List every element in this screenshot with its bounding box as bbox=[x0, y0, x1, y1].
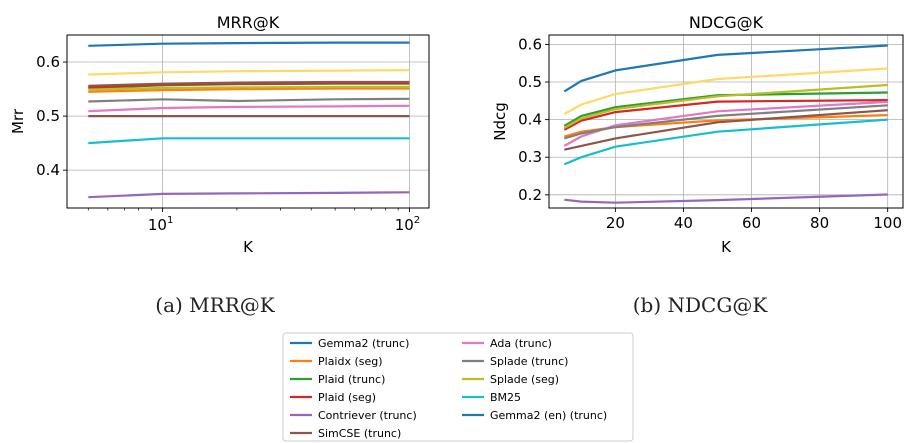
series-line-1 bbox=[88, 87, 410, 93]
series-line-8 bbox=[88, 85, 410, 91]
series-line-4 bbox=[564, 193, 888, 204]
y-tick-label: 0.3 bbox=[518, 148, 542, 166]
legend-label: Gemma2 (en) (trunc) bbox=[490, 409, 607, 422]
series-line-0 bbox=[88, 41, 410, 47]
series-line-10 bbox=[88, 69, 410, 76]
series-line-3 bbox=[563, 99, 888, 131]
legend-label: Plaid (seg) bbox=[318, 391, 376, 404]
series-line-9 bbox=[563, 118, 888, 166]
x-tick-label: 20 bbox=[606, 214, 625, 232]
series-line-6 bbox=[88, 104, 410, 113]
legend-box bbox=[282, 332, 634, 442]
legend-label: Splade (trunc) bbox=[490, 355, 568, 368]
series-line-5 bbox=[88, 80, 410, 87]
legend: Gemma2 (trunc) Plaidx (seg) Plaid (trunc) P… bbox=[282, 332, 634, 442]
series-line-8 bbox=[563, 83, 888, 129]
series-line-2 bbox=[563, 91, 888, 127]
y-tick-label: 0.6 bbox=[36, 53, 60, 71]
series-line-9 bbox=[88, 137, 410, 145]
y-tick-label: 0.4 bbox=[36, 161, 60, 179]
y-axis-label: Ndcg bbox=[491, 102, 509, 141]
series-line-7 bbox=[563, 104, 888, 140]
plot-frame bbox=[66, 34, 430, 209]
legend-label: Plaid (trunc) bbox=[318, 373, 385, 386]
caption-a: (a) MRR@K bbox=[155, 293, 275, 317]
series-line-5 bbox=[564, 109, 888, 151]
legend-label: SimCSE (trunc) bbox=[318, 427, 401, 440]
x-axis-label: K bbox=[721, 238, 732, 256]
series-line-10 bbox=[563, 67, 888, 115]
y-tick-label: 0.2 bbox=[518, 186, 542, 204]
series-line-4 bbox=[88, 191, 410, 199]
chart-title: NDCG@K bbox=[689, 13, 764, 32]
y-tick-label: 0.6 bbox=[518, 35, 542, 53]
plot-frame bbox=[548, 34, 904, 209]
y-tick-label: 0.5 bbox=[518, 73, 542, 91]
x-tick-label: 40 bbox=[674, 214, 693, 232]
legend-label: Gemma2 (trunc) bbox=[318, 337, 409, 350]
series-line-6 bbox=[563, 100, 888, 147]
caption-b: (b) NDCG@K bbox=[633, 293, 769, 317]
x-tick-label: 60 bbox=[742, 214, 761, 232]
legend-label: BM25 bbox=[490, 391, 521, 404]
series-line-0 bbox=[563, 44, 888, 93]
y-axis-label: Mrr bbox=[9, 108, 27, 134]
legend-label: Ada (trunc) bbox=[490, 337, 552, 350]
legend-label: Plaidx (seg) bbox=[318, 355, 383, 368]
mrr-chart-panel: 101 102 0.4 0.5 0.6 MRR@K K Mrr bbox=[9, 13, 430, 256]
legend-label: Splade (seg) bbox=[490, 373, 559, 386]
series-line-7 bbox=[88, 97, 410, 103]
chart-title: MRR@K bbox=[217, 13, 280, 32]
x-tick-label: 101 bbox=[148, 215, 173, 234]
x-tick-label: 80 bbox=[810, 214, 829, 232]
ndcg-chart-panel: 20 40 60 80 100 0.2 0.3 0.4 0.5 0.6 NDCG@K K Ndcg bbox=[491, 13, 904, 256]
y-tick-label: 0.5 bbox=[36, 107, 60, 125]
y-tick-label: 0.4 bbox=[518, 111, 542, 129]
legend-label: Contriever (trunc) bbox=[318, 409, 417, 422]
x-axis-label: K bbox=[243, 238, 254, 256]
x-tick-label: 102 bbox=[395, 215, 420, 234]
x-tick-label: 100 bbox=[873, 214, 902, 232]
